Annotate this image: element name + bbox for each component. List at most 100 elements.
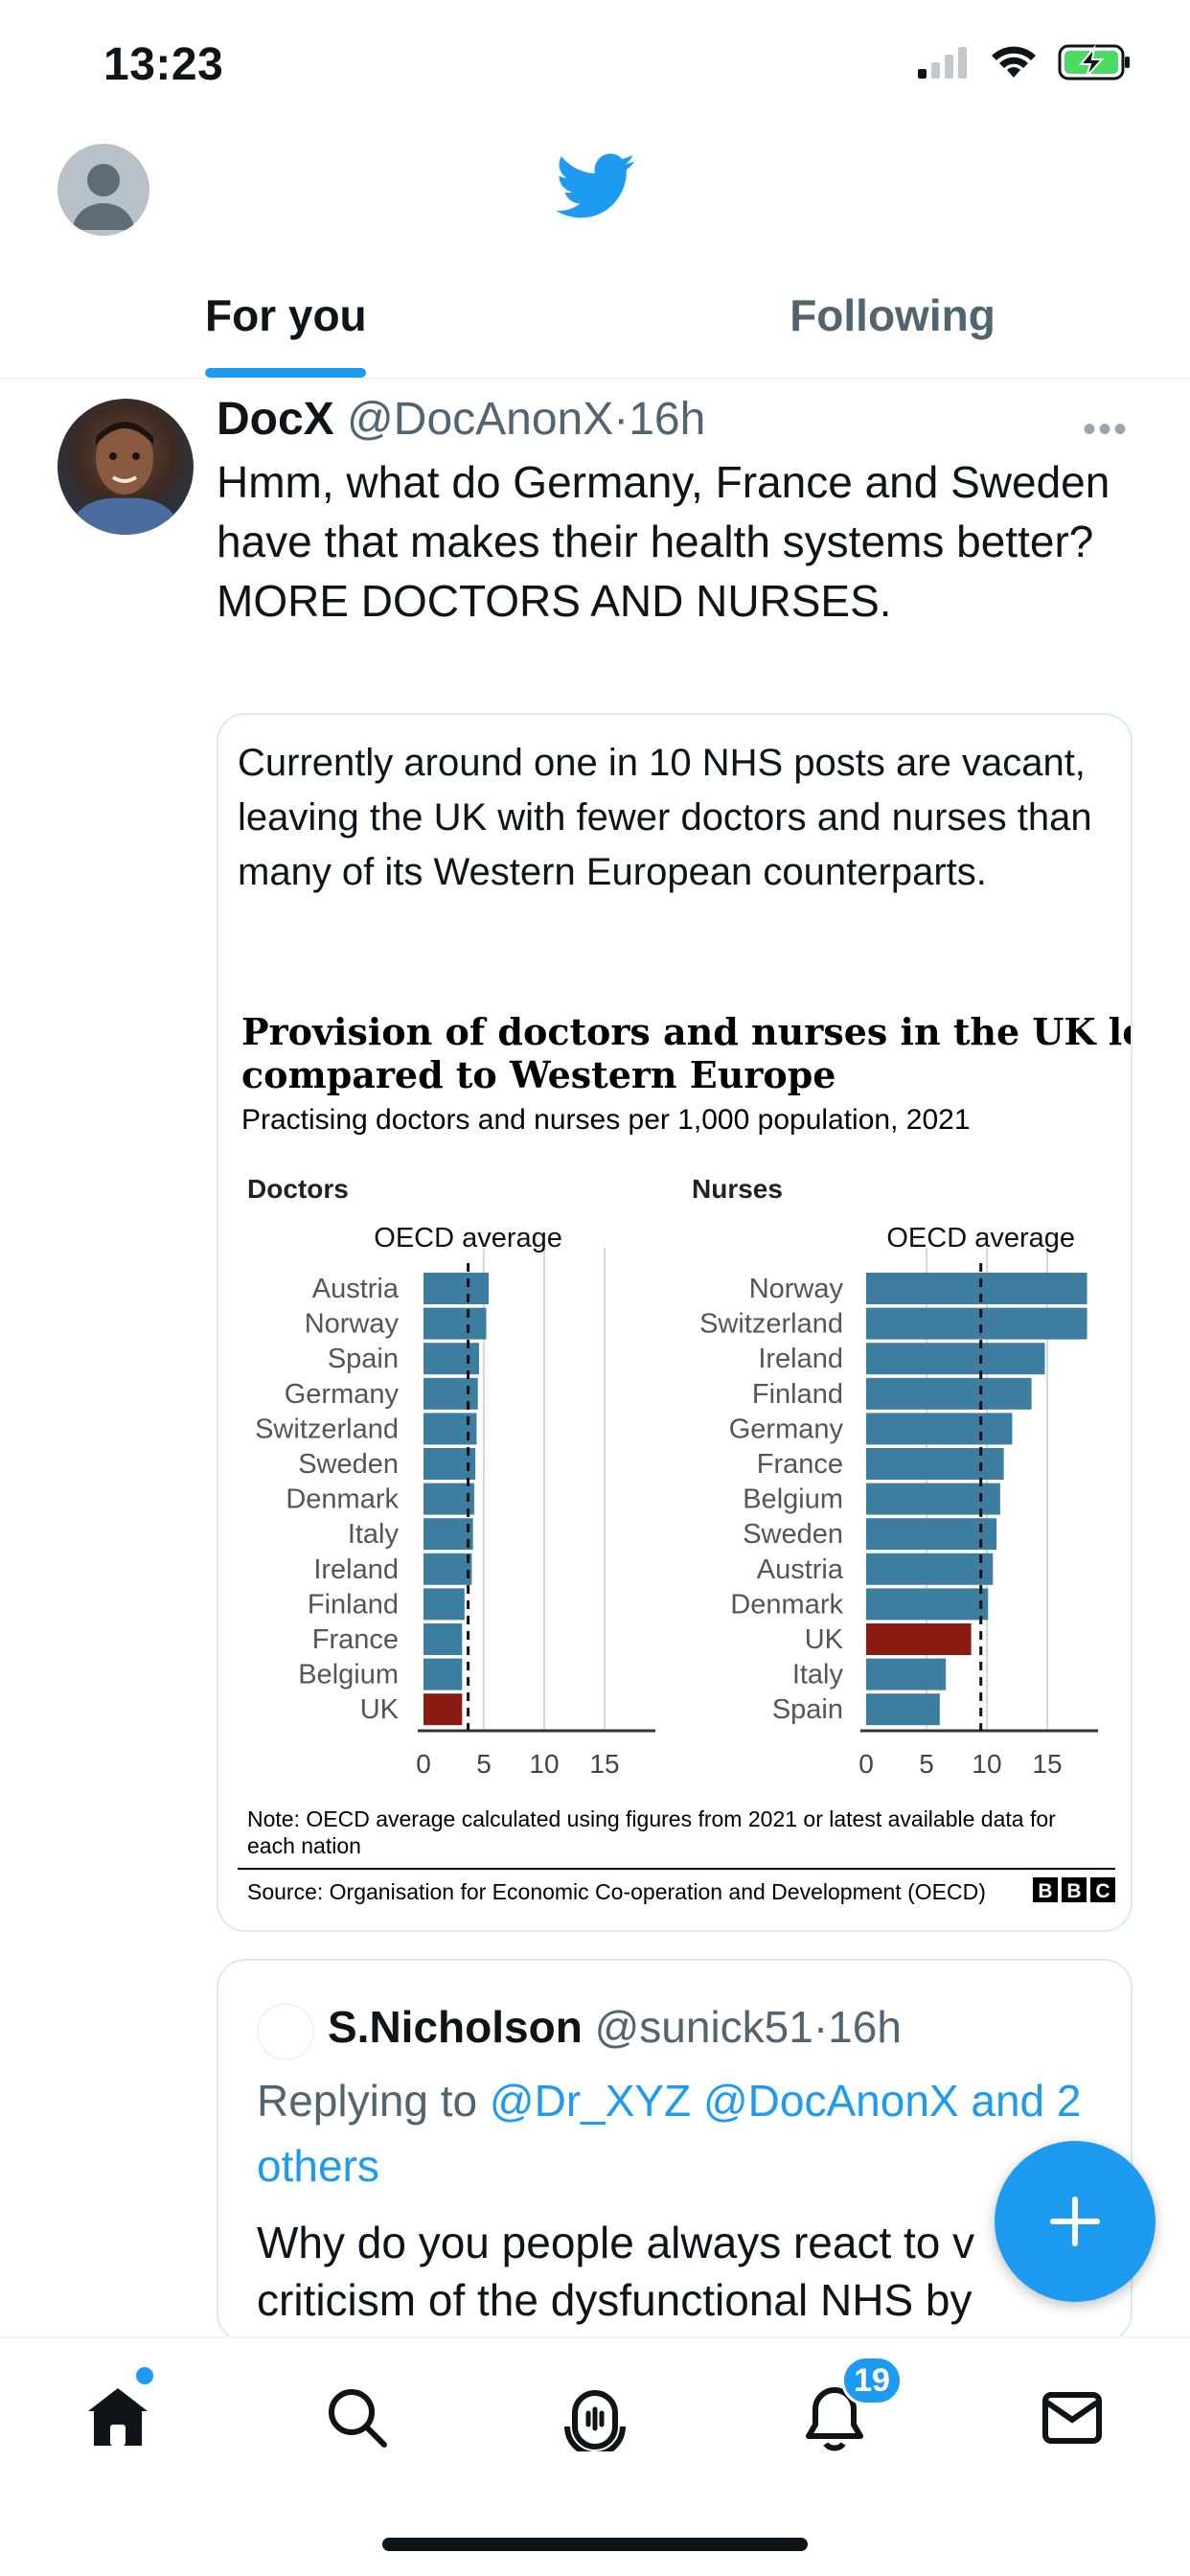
doctors-bar — [423, 1483, 474, 1515]
doctors-category-label: Sweden — [298, 1449, 399, 1480]
doctors-category-label: Finland — [308, 1589, 399, 1620]
twitter-bird-icon — [556, 153, 635, 218]
reply-tweet-card[interactable]: S.Nicholson @sunick51·16h Replying to @D… — [217, 1959, 1133, 2342]
nurses-category-label: Norway — [749, 1274, 844, 1304]
replying-to: Replying to @Dr_XYZ @DocAnonX and 2 othe… — [257, 2068, 1100, 2198]
nurses-bar — [866, 1693, 940, 1726]
nurses-category-label: Sweden — [743, 1519, 843, 1550]
author-photo-icon — [67, 422, 184, 535]
tweet-text: Hmm, what do Germany, France and Sweden … — [217, 457, 1110, 626]
tab-label: Following — [790, 290, 995, 340]
doctors-tick-label: 10 — [529, 1749, 559, 1779]
search-icon — [329, 2389, 387, 2448]
doctors-bar — [423, 1588, 465, 1621]
chart-note: Note: OECD average calculated using figu… — [247, 1806, 1056, 1831]
nav-home[interactable] — [75, 2375, 161, 2461]
doctors-category-label: Norway — [305, 1309, 400, 1340]
doctors-category-label: Belgium — [298, 1660, 399, 1690]
nurses-bar — [866, 1552, 994, 1585]
doctors-bar — [423, 1693, 463, 1726]
doctors-bar — [423, 1273, 490, 1304]
nurses-category-label: Belgium — [743, 1484, 843, 1515]
doctors-bar — [423, 1343, 479, 1375]
more-options-icon[interactable]: ••• — [1083, 408, 1130, 450]
author-handle[interactable]: @DocAnonX — [347, 394, 614, 445]
nurses-category-label: Switzerland — [699, 1309, 843, 1340]
author-name[interactable]: DocX — [217, 394, 334, 445]
bottom-navigation: 19 — [0, 2336, 1190, 2576]
nurses-category-label: Spain — [772, 1694, 843, 1725]
doctors-bar — [423, 1518, 473, 1551]
nurses-bar — [866, 1588, 989, 1621]
doctors-category-label: Austria — [312, 1274, 400, 1304]
nurses-bar — [866, 1273, 1087, 1304]
nurses-category-label: France — [757, 1449, 843, 1480]
doctors-bar — [423, 1623, 463, 1655]
doctors-category-label: Spain — [328, 1344, 399, 1374]
nav-search[interactable] — [314, 2375, 400, 2461]
doctors-category-label: Ireland — [313, 1554, 399, 1585]
compose-tweet-button[interactable] — [995, 2141, 1156, 2302]
doctors-tick-label: 0 — [416, 1749, 431, 1779]
separator-dot: · — [812, 2002, 829, 2052]
reply-author-handle[interactable]: @sunick51 — [594, 2002, 813, 2052]
battery-charging-icon — [1058, 44, 1130, 80]
twitter-bird-logo[interactable] — [556, 153, 636, 225]
nurses-tick-label: 5 — [919, 1749, 934, 1779]
nurses-bar — [866, 1307, 1087, 1340]
notifications-badge: 19 — [841, 2356, 903, 2405]
bbc-logo-block — [1090, 1877, 1115, 1902]
nurses-category-label: Italy — [792, 1660, 844, 1690]
nurses-bar — [866, 1448, 1004, 1480]
replying-prefix: Replying to — [257, 2076, 490, 2126]
doctors-bar — [423, 1307, 487, 1340]
doctors-bar — [423, 1552, 472, 1585]
doctors-category-label: Switzerland — [255, 1414, 399, 1444]
bbc-logo-letter: B — [1066, 1880, 1081, 1902]
chart-source: Source: Organisation for Economic Co-ope… — [247, 1879, 986, 1904]
nurses-bar — [866, 1483, 1000, 1515]
nav-messages[interactable] — [1029, 2375, 1115, 2461]
chart-note-line-2: each nation — [247, 1833, 361, 1858]
nurses-tick-label: 15 — [1032, 1749, 1062, 1779]
tweet-time: 16h — [629, 394, 706, 445]
nurses-category-label: Germany — [729, 1414, 844, 1444]
nurses-bar — [866, 1413, 1013, 1445]
reply-author-avatar[interactable] — [257, 2003, 314, 2060]
quoted-article-card[interactable]: Currently around one in 10 NHS posts are… — [217, 713, 1133, 1932]
bbc-logo-letter: C — [1095, 1880, 1110, 1902]
tweet-author-avatar[interactable] — [57, 399, 194, 535]
tweet-header: DocX @DocAnonX·16h — [217, 393, 705, 446]
nav-spaces[interactable] — [552, 2375, 638, 2461]
home-icon — [88, 2388, 148, 2446]
profile-avatar-button[interactable] — [57, 144, 149, 236]
nurses-category-label: Finland — [752, 1379, 843, 1410]
doctors-panel-title: Doctors — [247, 1174, 349, 1204]
nurses-bar — [866, 1518, 997, 1551]
separator-dot: · — [613, 394, 629, 445]
tab-for-you[interactable]: For you — [0, 268, 595, 380]
envelope-icon — [1042, 2392, 1102, 2444]
new-posts-dot — [136, 2367, 153, 2384]
nurses-bar — [866, 1377, 1032, 1410]
nurses-bar — [866, 1343, 1045, 1375]
tab-following[interactable]: Following — [595, 268, 1190, 380]
chart-title: Provision of doctors and nurses in the U… — [241, 1010, 1133, 1053]
replying-to-links[interactable]: @Dr_XYZ @DocAnonX and 2 others — [257, 2076, 1082, 2191]
doctors-category-label: Italy — [348, 1519, 400, 1550]
reply-time: 16h — [828, 2002, 902, 2052]
nurses-bar — [866, 1623, 972, 1655]
nurses-category-label: UK — [805, 1624, 844, 1655]
doctors-tick-label: 15 — [589, 1749, 619, 1779]
status-bar: 13:23 — [0, 0, 1190, 129]
home-indicator — [382, 2538, 808, 2551]
nurses-category-label: Austria — [757, 1554, 844, 1585]
doctors-category-label: France — [312, 1624, 399, 1655]
tab-label: For you — [205, 290, 367, 340]
status-time: 13:23 — [103, 39, 224, 90]
doctors-bar — [423, 1658, 463, 1690]
bbc-logo-block — [1033, 1877, 1058, 1902]
doctors-bar — [423, 1377, 478, 1410]
doctors-category-label: Denmark — [286, 1484, 399, 1515]
reply-author-name[interactable]: S.Nicholson — [328, 2002, 583, 2052]
